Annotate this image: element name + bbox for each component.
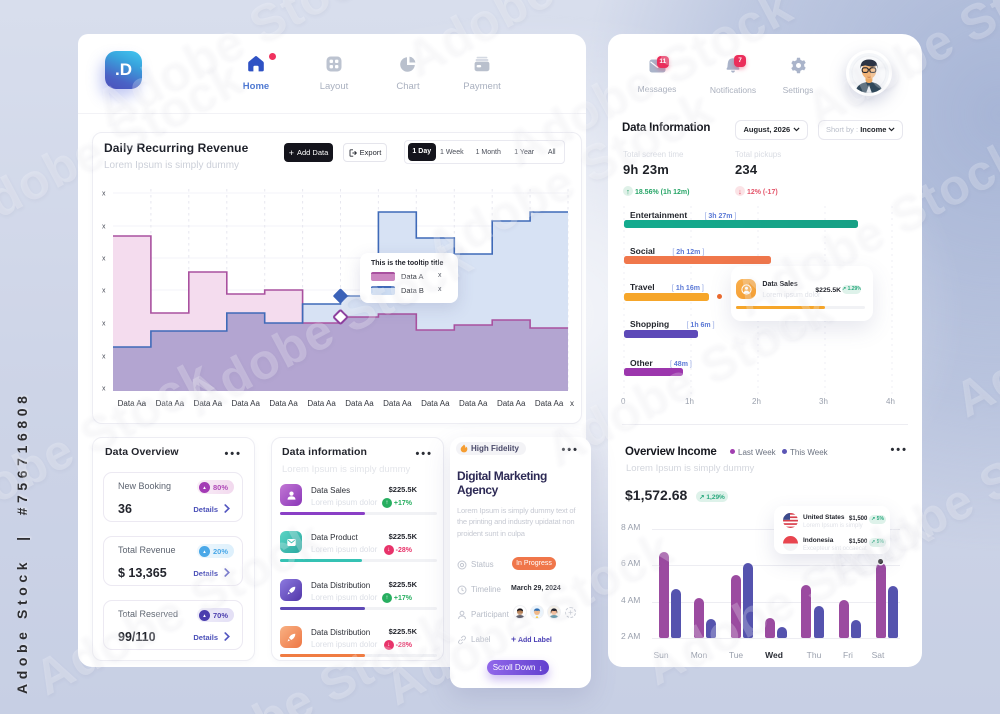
svg-text:x: x [102, 256, 106, 263]
svg-text:x: x [102, 321, 106, 328]
svg-text:x: x [102, 386, 106, 393]
svg-text:Data Aa: Data Aa [194, 399, 223, 408]
svg-text:Data Aa: Data Aa [156, 399, 185, 408]
svg-text:Data Aa: Data Aa [383, 399, 412, 408]
svg-text:Data Aa: Data Aa [269, 399, 298, 408]
svg-text:Data Aa: Data Aa [231, 399, 260, 408]
svg-text:Data Aa: Data Aa [535, 399, 564, 408]
svg-text:Data Aa: Data Aa [345, 399, 374, 408]
svg-text:Data Aa: Data Aa [118, 399, 147, 408]
svg-text:x: x [102, 288, 106, 295]
svg-text:Data Aa: Data Aa [497, 399, 526, 408]
svg-text:Data Aa: Data Aa [307, 399, 336, 408]
svg-text:Data Aa: Data Aa [421, 399, 450, 408]
svg-text:x: x [102, 354, 106, 361]
svg-text:Data Aa: Data Aa [459, 399, 488, 408]
svg-text:x: x [570, 399, 574, 408]
svg-text:x: x [102, 224, 106, 231]
svg-text:x: x [102, 191, 106, 198]
